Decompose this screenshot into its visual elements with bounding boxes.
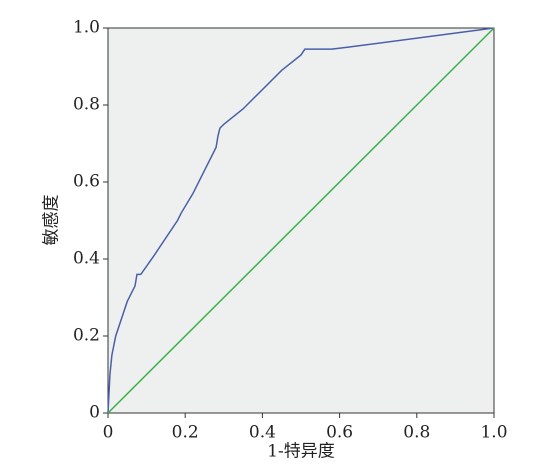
y-tick-label: 0.4 [73, 249, 100, 269]
y-axis-label: 敏感度 [42, 195, 62, 246]
x-tick-label: 0.8 [403, 423, 430, 443]
x-tick-label: 0.6 [326, 423, 353, 443]
y-tick-label: 0.8 [73, 95, 100, 115]
line [107, 27, 495, 414]
y-tick-label: 0.6 [73, 172, 100, 192]
x-tick-label: 0.4 [249, 423, 276, 443]
y-tick-label: 0 [89, 403, 100, 423]
y-tick-label: 0.2 [73, 326, 100, 346]
line [107, 27, 495, 414]
y-tick-label: 1.0 [73, 18, 100, 38]
x-tick-label: 1.0 [480, 423, 507, 443]
x-tick-label: 0.2 [172, 423, 199, 443]
x-axis-label: 1-特异度 [267, 442, 335, 462]
x-tick-label: 0 [103, 423, 114, 443]
